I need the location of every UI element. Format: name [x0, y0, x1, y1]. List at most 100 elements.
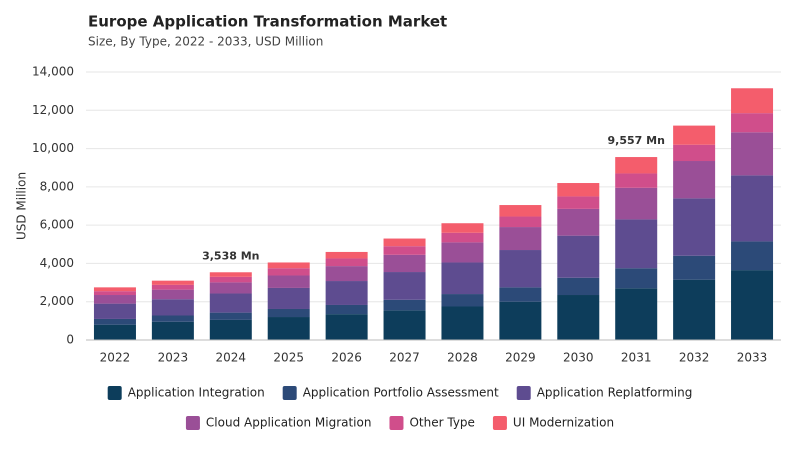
- y-tick-label: 14,000: [32, 65, 74, 79]
- y-tick-label: 0: [66, 333, 74, 347]
- bar-segment: [151, 280, 194, 285]
- bar-segment: [557, 208, 600, 236]
- bar-segment: [557, 295, 600, 340]
- x-tick-label: 2026: [331, 351, 362, 365]
- bar-segment: [93, 318, 136, 325]
- legend-swatch: [282, 386, 297, 400]
- bar-segment: [731, 270, 774, 340]
- legend-label: Application Replatforming: [537, 386, 693, 400]
- bar-segment: [615, 268, 658, 289]
- bar-segment: [441, 294, 484, 307]
- bar-segment: [93, 287, 136, 292]
- bar-segment: [209, 282, 252, 294]
- bar-segment: [383, 310, 426, 340]
- bar-segment: [731, 132, 774, 176]
- bar-segment: [499, 301, 542, 340]
- bar-segment: [673, 161, 716, 199]
- bar-segment: [325, 258, 368, 267]
- annotation: 3,538 Mn: [202, 249, 259, 262]
- bar-segment: [209, 272, 252, 277]
- chart-title: Europe Application Transformation Market: [88, 13, 447, 31]
- bar-segment: [673, 279, 716, 340]
- x-tick-label: 2027: [389, 351, 420, 365]
- bar-segment: [93, 324, 136, 340]
- legend-row: Application Integration Application Portf…: [107, 386, 693, 400]
- bar-segment: [267, 317, 310, 340]
- legend-label: Cloud Application Migration: [206, 416, 372, 430]
- bar-segment: [499, 205, 542, 217]
- x-tick-label: 2022: [100, 351, 131, 365]
- bar-segment: [557, 196, 600, 209]
- bar-segment: [325, 281, 368, 305]
- bar-segment: [441, 232, 484, 243]
- bar-segment: [383, 238, 426, 247]
- bar-segment: [615, 187, 658, 220]
- bar-segment: [209, 276, 252, 283]
- bar-segment: [93, 303, 136, 319]
- legend-item: Other Type: [389, 416, 475, 430]
- y-tick-label: 12,000: [32, 103, 74, 117]
- legend-swatch: [516, 386, 531, 400]
- bar-segment: [209, 312, 252, 320]
- x-tick-label: 2028: [447, 351, 478, 365]
- bar-segment: [325, 266, 368, 282]
- bar-segment: [441, 306, 484, 340]
- bar-segment: [673, 125, 716, 145]
- legend-item: Cloud Application Migration: [185, 416, 372, 430]
- x-tick-label: 2023: [158, 351, 189, 365]
- legend-row: Cloud Application Migration Other Type UI …: [185, 416, 614, 430]
- x-tick-label: 2033: [737, 351, 768, 365]
- bar-segment: [441, 262, 484, 295]
- bar-segment: [557, 183, 600, 197]
- bar-segment: [267, 308, 310, 318]
- x-tick-label: 2032: [679, 351, 710, 365]
- bar-segment: [383, 299, 426, 311]
- bar-segment: [151, 321, 194, 340]
- y-tick-label: 6,000: [40, 218, 74, 232]
- bar-segment: [209, 293, 252, 313]
- bar-segment: [151, 289, 194, 300]
- x-tick-label: 2029: [505, 351, 536, 365]
- bar-segment: [383, 254, 426, 273]
- bar-segment: [151, 315, 194, 322]
- bar-segment: [499, 287, 542, 302]
- legend-label: Other Type: [409, 416, 474, 430]
- bar-segment: [325, 251, 368, 259]
- bar-segment: [731, 175, 774, 242]
- bar-segment: [441, 223, 484, 233]
- bar-segment: [731, 88, 774, 114]
- y-tick-label: 10,000: [32, 141, 74, 155]
- bar-segment: [267, 275, 310, 288]
- bar-segment: [557, 277, 600, 296]
- bar-segment: [731, 241, 774, 271]
- bar-segment: [499, 216, 542, 228]
- bar-segment: [325, 304, 368, 315]
- legend-swatch: [107, 386, 122, 400]
- legend-item: UI Modernization: [492, 416, 614, 430]
- legend-label: UI Modernization: [513, 416, 614, 430]
- y-axis-label: USD Million: [15, 172, 29, 240]
- bar-segment: [151, 299, 194, 316]
- bar-segment: [557, 235, 600, 278]
- y-tick-label: 4,000: [40, 256, 74, 270]
- bar-segment: [499, 250, 542, 288]
- bar-segment: [499, 227, 542, 251]
- bar-segment: [615, 157, 658, 174]
- bar-segment: [731, 113, 774, 133]
- bar-segment: [267, 262, 310, 269]
- legend-item: Application Replatforming: [516, 386, 693, 400]
- bar-segment: [673, 255, 716, 280]
- bar-segment: [93, 295, 136, 304]
- annotation: 9,557 Mn: [608, 134, 665, 147]
- bar-segment: [93, 291, 136, 296]
- legend-label: Application Integration: [128, 386, 265, 400]
- legend-item: Application Integration: [107, 386, 265, 400]
- bar-segment: [615, 288, 658, 340]
- x-tick-label: 2031: [621, 351, 652, 365]
- legend-label: Application Portfolio Assessment: [303, 386, 499, 400]
- x-tick-label: 2024: [216, 351, 247, 365]
- x-tick-label: 2025: [273, 351, 304, 365]
- bar-segment: [673, 198, 716, 256]
- bar-segment: [151, 284, 194, 290]
